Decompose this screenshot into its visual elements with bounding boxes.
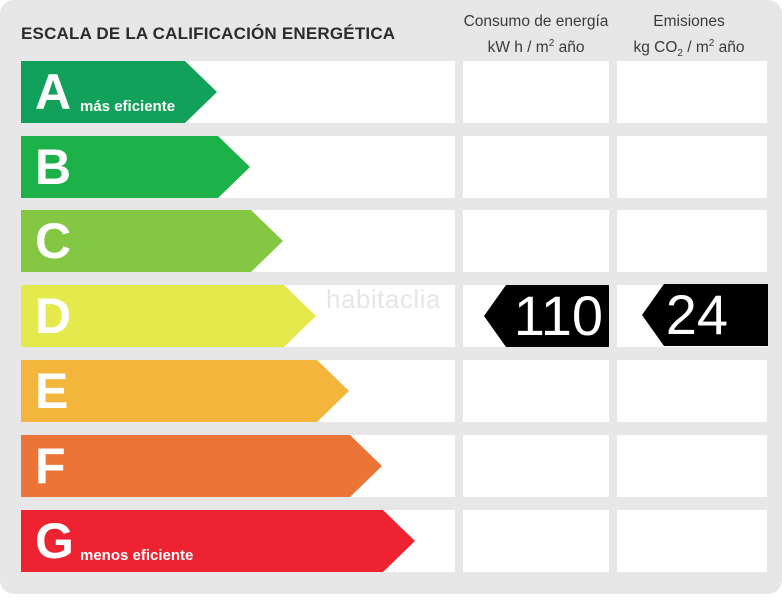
- consumo-cell-b: [463, 136, 609, 198]
- rating-letter-f: F: [35, 438, 66, 494]
- consumo-cell-f: [463, 435, 609, 497]
- rating-arrow-b: B: [21, 136, 250, 198]
- consumo-cell-g: [463, 510, 609, 572]
- emisiones-value-indicator: 24: [642, 284, 768, 346]
- emisiones-cell-e: [617, 360, 767, 422]
- rating-letter-d: D: [35, 288, 72, 344]
- watermark-logo: habitaclia: [326, 284, 441, 314]
- emisiones-cell-b: [617, 136, 767, 198]
- rating-arrow-g: G menos eficiente: [21, 510, 415, 572]
- emisiones-header-unit: kg CO2 / m2 año: [633, 38, 745, 59]
- rating-arrow-e: E: [21, 360, 349, 422]
- rating-arrow-d: D: [21, 285, 316, 347]
- consumo-cell-a: [463, 61, 609, 123]
- rating-arrow-c: C: [21, 210, 283, 272]
- consumo-cell-c: [463, 210, 609, 272]
- emisiones-cell-a: [617, 61, 767, 123]
- emisiones-column-header: Emisiones kg CO2 / m2 año: [614, 11, 764, 65]
- rating-label-a: más eficiente: [80, 98, 176, 115]
- rating-letter-a: A: [35, 64, 72, 120]
- scale-title: ESCALA DE LA CALIFICACIÓN ENERGÉTICA: [21, 24, 396, 43]
- consumo-value-indicator: 110: [484, 285, 609, 347]
- rating-label-g: menos eficiente: [80, 547, 194, 564]
- consumo-column-header: Consumo de energía kW h / m2 año: [456, 11, 616, 59]
- rating-letter-e: E: [35, 363, 69, 419]
- rating-arrow-a: A más eficiente: [21, 61, 217, 123]
- consumo-cell-e: [463, 360, 609, 422]
- rating-letter-b: B: [35, 139, 72, 195]
- rating-letter-c: C: [35, 213, 72, 269]
- rating-letter-g: G: [35, 513, 74, 569]
- emisiones-cell-g: [617, 510, 767, 572]
- rating-arrow-f: F: [21, 435, 382, 497]
- consumo-header-label: Consumo de energía: [463, 13, 609, 30]
- emisiones-cell-f: [617, 435, 767, 497]
- emisiones-header-label: Emisiones: [653, 13, 725, 30]
- emisiones-cell-c: [617, 210, 767, 272]
- consumo-header-unit: kW h / m2 año: [487, 38, 585, 56]
